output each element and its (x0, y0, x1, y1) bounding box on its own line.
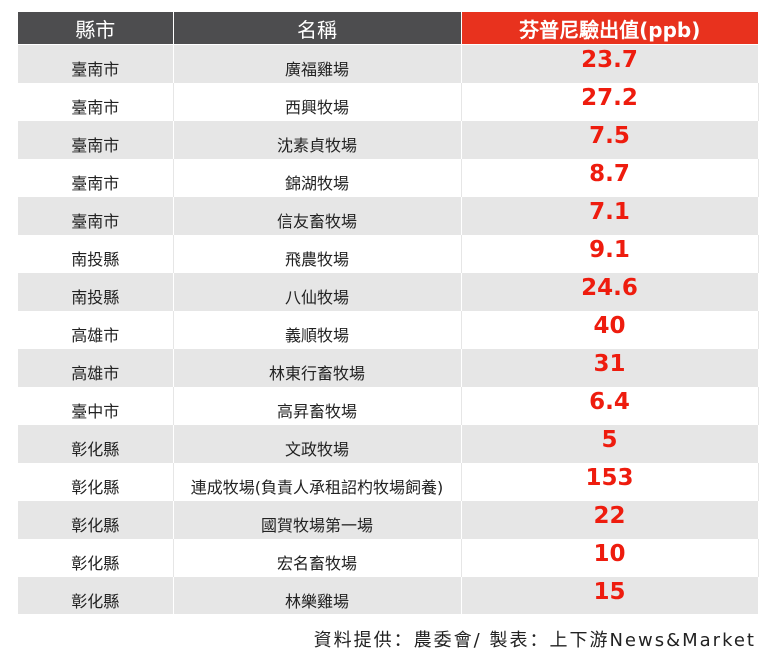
cell-county: 高雄市 (18, 310, 174, 349)
cell-name: 高昇畜牧場 (173, 386, 462, 425)
cell-value: 31 (461, 348, 759, 387)
cell-county: 臺南市 (18, 44, 174, 83)
cell-name: 廣福雞場 (173, 44, 462, 83)
table-row: 高雄市 義順牧場 40 (18, 310, 759, 349)
cell-name: 連成牧場(負責人承租詔杓牧場飼養) (173, 462, 462, 501)
table-row: 臺南市 西興牧場 27.2 (18, 82, 759, 121)
cell-value: 7.5 (461, 120, 759, 159)
header-value: 芬普尼驗出值(ppb) (461, 12, 758, 45)
cell-name: 八仙牧場 (173, 272, 462, 311)
cell-name: 林東行畜牧場 (173, 348, 462, 387)
cell-value: 24.6 (461, 272, 759, 311)
header-name: 名稱 (173, 12, 462, 45)
cell-value: 22 (461, 500, 759, 539)
cell-county: 臺中市 (18, 386, 174, 425)
table-row: 南投縣 八仙牧場 24.6 (18, 272, 759, 311)
cell-value: 40 (461, 310, 759, 349)
table-row: 彰化縣 國賀牧場第一場 22 (18, 500, 759, 539)
cell-county: 彰化縣 (18, 500, 174, 539)
table-body: 臺南市 廣福雞場 23.7 臺南市 西興牧場 27.2 臺南市 沈素貞牧場 7.… (18, 44, 759, 614)
table-row: 臺南市 沈素貞牧場 7.5 (18, 120, 759, 159)
cell-name: 錦湖牧場 (173, 158, 462, 197)
table-row: 臺南市 錦湖牧場 8.7 (18, 158, 759, 197)
cell-name: 林樂雞場 (173, 576, 462, 614)
cell-county: 臺南市 (18, 82, 174, 121)
cell-county: 南投縣 (18, 272, 174, 311)
cell-value: 15 (461, 576, 759, 614)
source-credit: 資料提供：農委會/ 製表：上下游News&Market (313, 630, 756, 651)
cell-name: 義順牧場 (173, 310, 462, 349)
table-row: 臺中市 高昇畜牧場 6.4 (18, 386, 759, 425)
cell-county: 彰化縣 (18, 538, 174, 577)
cell-value: 9.1 (461, 234, 759, 273)
header-county: 縣市 (18, 12, 174, 45)
cell-value: 6.4 (461, 386, 759, 425)
cell-value: 23.7 (461, 44, 759, 83)
cell-value: 153 (461, 462, 759, 501)
cell-county: 臺南市 (18, 196, 174, 235)
cell-value: 5 (461, 424, 759, 463)
fipronil-results-table: 縣市 名稱 芬普尼驗出值(ppb) 臺南市 廣福雞場 23.7 臺南市 西興牧場… (18, 12, 759, 614)
table-row: 彰化縣 宏名畜牧場 10 (18, 538, 759, 577)
cell-name: 宏名畜牧場 (173, 538, 462, 577)
cell-name: 信友畜牧場 (173, 196, 462, 235)
cell-county: 彰化縣 (18, 424, 174, 463)
cell-value: 8.7 (461, 158, 759, 197)
cell-county: 彰化縣 (18, 576, 174, 614)
cell-name: 文政牧場 (173, 424, 462, 463)
cell-county: 高雄市 (18, 348, 174, 387)
cell-value: 7.1 (461, 196, 759, 235)
table-row: 彰化縣 連成牧場(負責人承租詔杓牧場飼養) 153 (18, 462, 759, 501)
cell-county: 彰化縣 (18, 462, 174, 501)
table-row: 高雄市 林東行畜牧場 31 (18, 348, 759, 387)
table-row: 彰化縣 文政牧場 5 (18, 424, 759, 463)
cell-county: 南投縣 (18, 234, 174, 273)
cell-name: 西興牧場 (173, 82, 462, 121)
table-row: 南投縣 飛農牧場 9.1 (18, 234, 759, 273)
cell-value: 10 (461, 538, 759, 577)
table-row: 彰化縣 林樂雞場 15 (18, 576, 759, 614)
cell-county: 臺南市 (18, 158, 174, 197)
table-row: 臺南市 信友畜牧場 7.1 (18, 196, 759, 235)
table-header-row: 縣市 名稱 芬普尼驗出值(ppb) (18, 12, 758, 45)
table-row: 臺南市 廣福雞場 23.7 (18, 44, 759, 83)
cell-value: 27.2 (461, 82, 759, 121)
cell-name: 飛農牧場 (173, 234, 462, 273)
cell-name: 沈素貞牧場 (173, 120, 462, 159)
cell-name: 國賀牧場第一場 (173, 500, 462, 539)
cell-county: 臺南市 (18, 120, 174, 159)
